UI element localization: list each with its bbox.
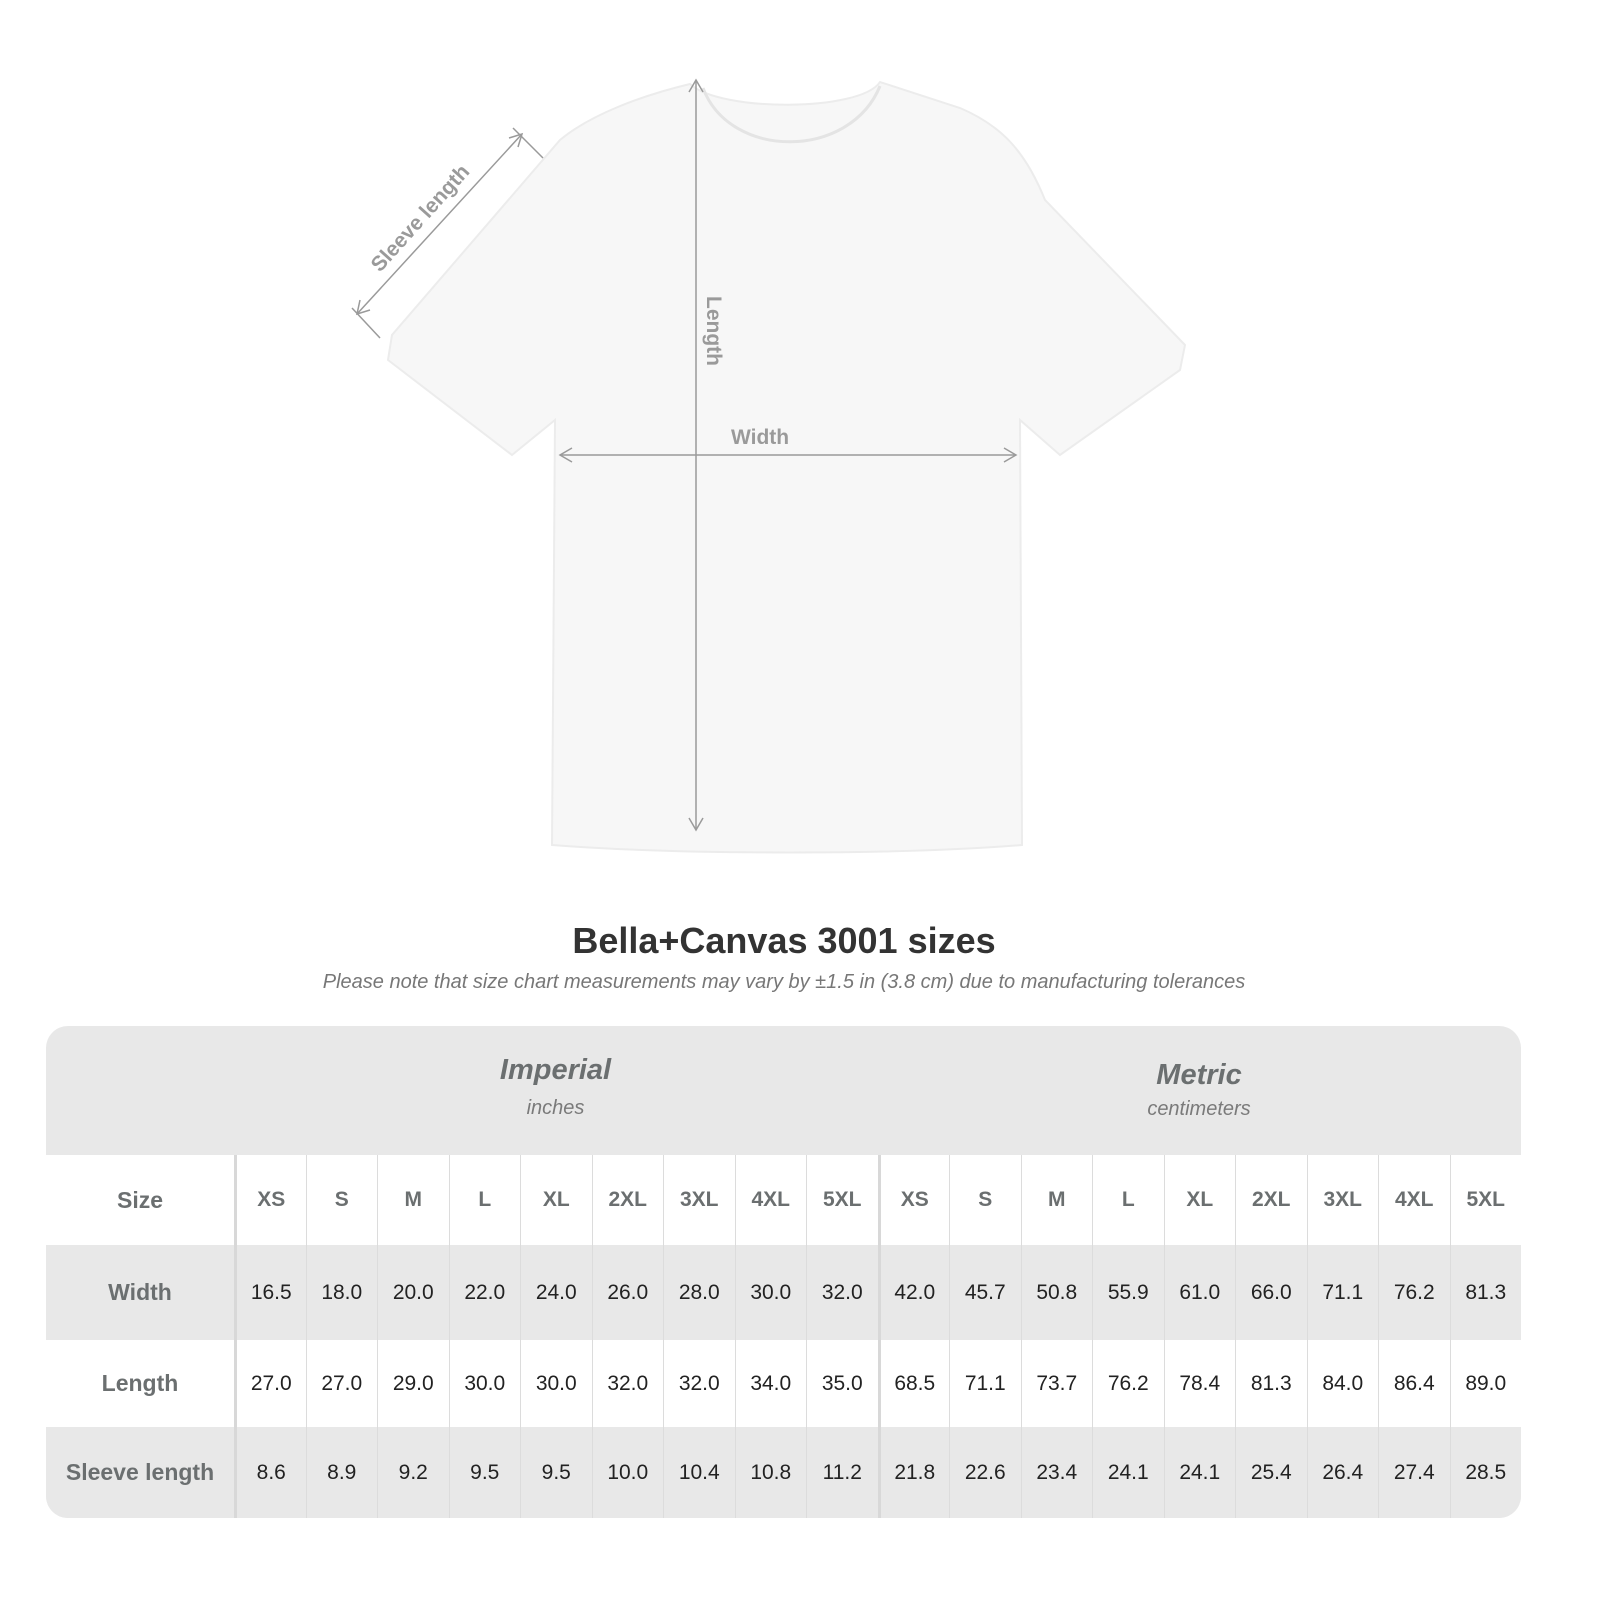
metric-size-header: 4XL bbox=[1378, 1155, 1450, 1245]
imperial-value-cell: 11.2 bbox=[806, 1427, 878, 1518]
imperial-value-cell: 34.0 bbox=[734, 1340, 807, 1427]
metric-value-cell: 81.3 bbox=[1235, 1340, 1307, 1427]
page-title: Bella+Canvas 3001 sizes bbox=[572, 920, 996, 961]
imperial-value-cell: 35.0 bbox=[806, 1340, 878, 1427]
imperial-value-cell: 8.6 bbox=[234, 1427, 306, 1518]
imperial-heading: Imperial bbox=[499, 1054, 612, 1086]
imperial-value-cell: 27.0 bbox=[234, 1340, 306, 1427]
imperial-value-cell: 32.0 bbox=[591, 1340, 664, 1427]
metric-unit: centimeters bbox=[1147, 1098, 1251, 1120]
imperial-value-cell: 30.0 bbox=[734, 1245, 807, 1340]
imperial-group: Imperial inches bbox=[234, 1026, 877, 1183]
metric-value-cell: 22.6 bbox=[949, 1427, 1021, 1518]
metric-size-header: L bbox=[1092, 1155, 1164, 1245]
row-label: Length bbox=[101, 1370, 179, 1396]
metric-size-header: M bbox=[1020, 1155, 1093, 1245]
metric-value-cell: 50.8 bbox=[1020, 1245, 1093, 1340]
metric-value-cell: 26.4 bbox=[1306, 1427, 1379, 1518]
metric-value-cell: 25.4 bbox=[1235, 1427, 1307, 1518]
metric-size-header: XL bbox=[1163, 1155, 1236, 1245]
imperial-size-header: XS bbox=[234, 1155, 306, 1245]
metric-value-cell: 45.7 bbox=[949, 1245, 1021, 1340]
imperial-value-cell: 28.0 bbox=[663, 1245, 735, 1340]
tshirt-image bbox=[386, 80, 1187, 854]
imperial-value-cell: 9.2 bbox=[377, 1427, 449, 1518]
imperial-size-header: S bbox=[305, 1155, 378, 1245]
metric-value-cell: 68.5 bbox=[877, 1340, 950, 1427]
metric-value-cell: 27.4 bbox=[1378, 1427, 1450, 1518]
collar bbox=[701, 85, 882, 144]
imperial-size-header: L bbox=[448, 1155, 521, 1245]
imperial-value-cell: 16.5 bbox=[234, 1245, 306, 1340]
metric-value-cell: 81.3 bbox=[1449, 1245, 1522, 1340]
metric-value-cell: 23.4 bbox=[1020, 1427, 1093, 1518]
metric-size-header: 3XL bbox=[1306, 1155, 1379, 1245]
width-label: Width bbox=[731, 426, 789, 449]
metric-size-header: 5XL bbox=[1449, 1155, 1522, 1245]
metric-value-cell: 76.2 bbox=[1092, 1340, 1164, 1427]
imperial-size-header: 5XL bbox=[806, 1155, 878, 1245]
metric-value-cell: 55.9 bbox=[1092, 1245, 1164, 1340]
imperial-value-cell: 30.0 bbox=[448, 1340, 521, 1427]
imperial-size-header: XL bbox=[520, 1155, 592, 1245]
imperial-size-header: 3XL bbox=[663, 1155, 735, 1245]
imperial-size-header: 2XL bbox=[591, 1155, 664, 1245]
imperial-value-cell: 10.0 bbox=[591, 1427, 664, 1518]
metric-value-cell: 76.2 bbox=[1378, 1245, 1450, 1340]
metric-value-cell: 21.8 bbox=[877, 1427, 950, 1518]
imperial-value-cell: 22.0 bbox=[448, 1245, 521, 1340]
imperial-value-cell: 9.5 bbox=[520, 1427, 592, 1518]
metric-value-cell: 71.1 bbox=[1306, 1245, 1379, 1340]
metric-size-header: XS bbox=[877, 1155, 950, 1245]
metric-value-cell: 61.0 bbox=[1163, 1245, 1236, 1340]
imperial-value-cell: 29.0 bbox=[377, 1340, 449, 1427]
imperial-size-header: 4XL bbox=[734, 1155, 807, 1245]
imperial-value-cell: 26.0 bbox=[591, 1245, 664, 1340]
metric-value-cell: 78.4 bbox=[1163, 1340, 1236, 1427]
measure-arrows bbox=[351, 78, 1018, 832]
tshirt-diagram: Sleeve length Length Width bbox=[351, 78, 1187, 854]
length-label: Length bbox=[702, 296, 725, 366]
imperial-value-cell: 27.0 bbox=[305, 1340, 378, 1427]
metric-value-cell: 24.1 bbox=[1092, 1427, 1164, 1518]
imperial-value-cell: 20.0 bbox=[377, 1245, 449, 1340]
row-label: Width bbox=[108, 1279, 172, 1305]
imperial-value-cell: 9.5 bbox=[448, 1427, 521, 1518]
tolerance-note: Please note that size chart measurements… bbox=[322, 971, 1246, 993]
imperial-value-cell: 8.9 bbox=[305, 1427, 378, 1518]
imperial-value-cell: 32.0 bbox=[663, 1340, 735, 1427]
metric-value-cell: 28.5 bbox=[1449, 1427, 1522, 1518]
metric-value-cell: 86.4 bbox=[1378, 1340, 1450, 1427]
imperial-value-cell: 30.0 bbox=[520, 1340, 592, 1427]
metric-value-cell: 24.1 bbox=[1163, 1427, 1236, 1518]
table-row-sleeve-length: Sleeve length 8.6 8.9 9.2 9.5 9.5 10.0 10.4 10.8… bbox=[46, 1427, 1521, 1518]
metric-group: Metric centimeters bbox=[877, 1026, 1521, 1188]
imperial-value-cell: 10.8 bbox=[734, 1427, 807, 1518]
metric-value-cell: 66.0 bbox=[1235, 1245, 1307, 1340]
table-row-width: Width 16.5 18.0 20.0 22.0 24.0 26.0 28.0 30.0 32.… bbox=[46, 1245, 1521, 1340]
imperial-value-cell: 18.0 bbox=[305, 1245, 378, 1340]
metric-heading: Metric bbox=[1156, 1059, 1242, 1091]
imperial-size-header: M bbox=[377, 1155, 449, 1245]
table-row-length: Length 27.0 27.0 29.0 30.0 30.0 32.0 32.0 34.0 35… bbox=[46, 1340, 1521, 1427]
row-label: Size bbox=[116, 1186, 164, 1213]
metric-size-header: 2XL bbox=[1235, 1155, 1307, 1245]
metric-value-cell: 84.0 bbox=[1306, 1340, 1379, 1427]
metric-value-cell: 73.7 bbox=[1020, 1340, 1093, 1427]
size-header-row: Size XS S M L XL 2XL 3XL 4XL 5XL XS S M L XL 2XL 3XL 4XL 5… bbox=[46, 1155, 1521, 1245]
imperial-value-cell: 32.0 bbox=[806, 1245, 878, 1340]
imperial-value-cell: 10.4 bbox=[663, 1427, 735, 1518]
imperial-unit: inches bbox=[526, 1097, 585, 1119]
row-label: Sleeve length bbox=[65, 1459, 215, 1485]
unit-header: Imperial inches Metric centimeters bbox=[46, 1026, 1521, 1155]
imperial-value-cell: 24.0 bbox=[520, 1245, 592, 1340]
metric-value-cell: 42.0 bbox=[877, 1245, 950, 1340]
metric-value-cell: 71.1 bbox=[949, 1340, 1021, 1427]
size-table: Imperial inches Metric centimeters Size X… bbox=[46, 1026, 1521, 1518]
metric-size-header: S bbox=[949, 1155, 1021, 1245]
metric-value-cell: 89.0 bbox=[1449, 1340, 1522, 1427]
